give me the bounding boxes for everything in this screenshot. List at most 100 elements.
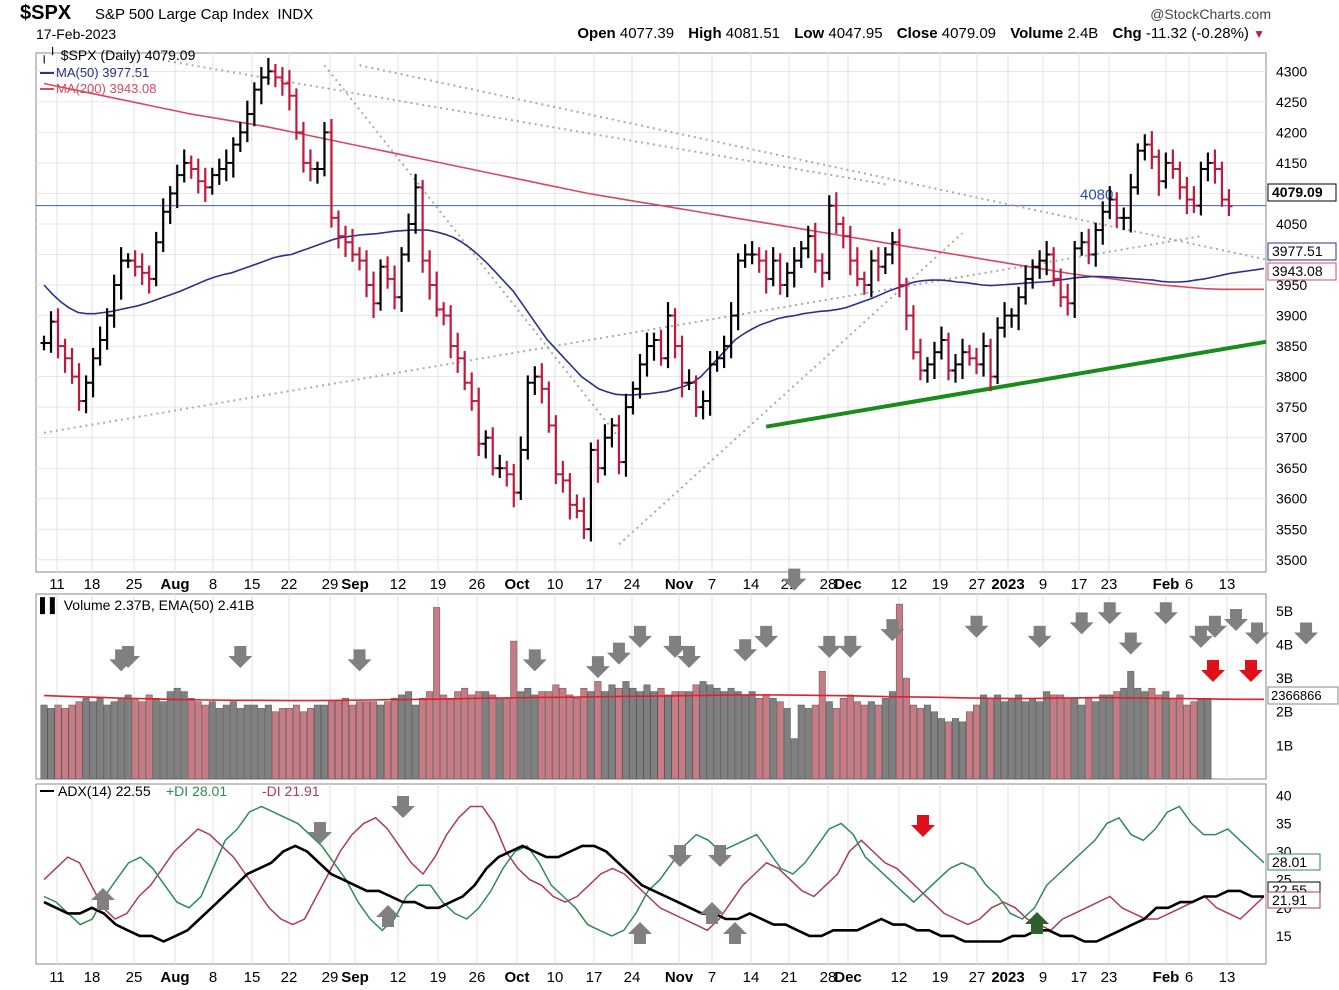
plus-di-line [43,805,1265,937]
volume-bar [1022,701,1030,780]
x-tick-label: Feb [1153,969,1180,986]
x-tick-label: 28 [820,969,837,986]
volume-bar [1008,698,1016,780]
price-bar [131,250,139,277]
down-arrow-icon [708,845,732,867]
volume-bar [1050,694,1058,780]
volume-bar [405,691,413,780]
volume-bar [685,691,693,780]
price-bar [1022,265,1030,305]
price-bar [706,350,714,416]
volume-bar [320,704,328,780]
price-bar [334,210,342,249]
volume-bar [363,701,371,780]
volume-bar [61,708,69,780]
price-bar [1015,286,1023,331]
volume-bar [124,694,132,780]
price-bar [629,381,637,415]
volume-bar [159,701,167,780]
price-bar [299,121,307,173]
volume-bar [713,687,721,780]
volume-bar [783,708,791,780]
price-bar [959,338,967,380]
last-value-tag: 3943.08 [1267,262,1337,281]
volume-bar [811,704,819,780]
price-bar [951,354,959,383]
down-arrow-icon [880,619,905,642]
price-bar [1190,186,1198,213]
legend-price: ╷╵ $SPX (Daily) 4079.09 [40,46,196,64]
volume-bar [103,704,111,780]
volume-bar [762,694,770,780]
up-arrow-icon [1025,912,1049,934]
down-arrow-icon [1294,622,1319,645]
price-bar [1008,308,1016,328]
x-tick-label: Dec [834,576,862,593]
x-tick-label: 8 [209,969,217,986]
price-bar [973,347,981,375]
price-bar [1155,149,1163,196]
x-tick-label: 12 [390,576,407,593]
legend-ma50: MA(50) 3977.51 [56,65,149,80]
x-tick-label: 28 [820,576,837,593]
volume-bar [888,691,896,780]
y-tick-label: 35 [1276,815,1292,831]
volume-bar [117,698,125,780]
volume-bar [1029,698,1037,780]
symbol: $SPX [20,2,72,24]
price-bar [489,427,497,476]
price-bar [1211,149,1219,184]
volume-bar [342,698,349,780]
price-bar [594,439,602,483]
y-tick-label: 3750 [1276,399,1307,415]
price-bar [783,262,791,298]
volume-bar [173,687,181,780]
down-arrow-icon [1223,609,1248,631]
volume-bar [433,607,441,780]
price-bar [82,375,90,414]
volume-bar [349,704,356,780]
volume-bar [671,691,679,780]
volume-bar [552,684,560,780]
y-tick-label: 3700 [1276,430,1307,446]
x-tick-label: 21 [781,969,798,986]
x-tick-label: 26 [469,576,486,593]
volume-bar [250,704,258,780]
volume-bar [412,704,420,780]
price-bar [152,231,160,287]
price-bar [405,213,413,262]
down-arrow-icon [1188,625,1213,648]
volume-bar [846,694,854,780]
x-tick-label: 19 [430,576,447,593]
volume-bar [131,698,139,780]
volume-bar [264,704,272,780]
up-arrow-icon [723,922,747,944]
price-bar [278,67,286,96]
y-tick-label: 3850 [1276,338,1307,354]
volume-bar [1183,704,1191,780]
legend-minus-di: -DI 21.91 [262,783,320,799]
volume-bar [1036,701,1044,780]
volume-bar [299,711,307,780]
volume-bar [748,691,756,780]
volume-bar [937,718,945,780]
volume-bar [461,687,469,780]
volume-bar [545,691,553,780]
up-arrow-icon [628,922,652,944]
price-bar [853,247,861,287]
volume-bar [68,704,76,780]
volume-bar [727,687,735,780]
down-arrow-icon [627,625,652,648]
x-tick-label: 29 [322,576,339,593]
x-tick-label: Feb [1153,576,1180,593]
price-bar [1120,207,1128,231]
volume-bar [243,704,251,780]
x-tick-label: 10 [547,576,564,593]
volume-bar [475,691,483,780]
volume-panel: 1B 2B 3B 4B 5B ▌▌ Volume 2.37B, EMA(50) 2.41B… [35,568,1339,780]
last-value-box [1267,853,1321,871]
volume-bar [75,701,83,780]
y-tick-label: 4300 [1276,63,1307,79]
